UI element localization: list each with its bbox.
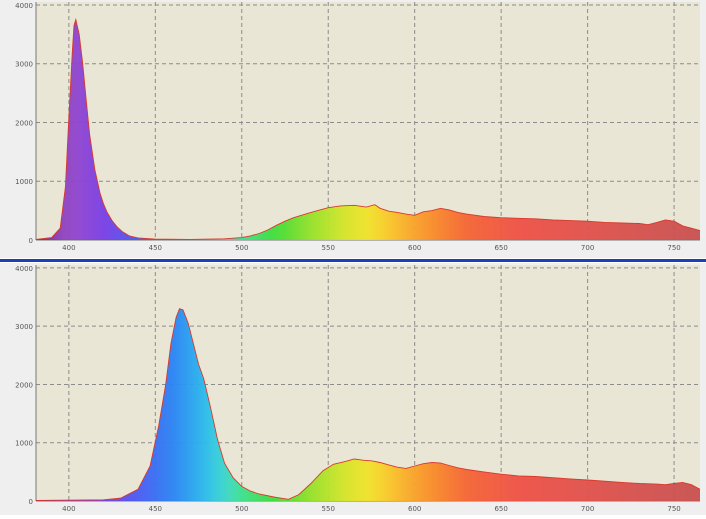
x-tick-label: 550 (322, 244, 335, 252)
y-tick-label: 3000 (15, 323, 33, 331)
x-tick-label: 700 (581, 505, 594, 513)
x-tick-label: 400 (62, 505, 75, 513)
x-tick-label: 700 (581, 244, 594, 252)
lower-spectrum-chart: 3504004505005506006507007500100020003000… (0, 263, 706, 515)
plot-area (36, 2, 700, 240)
y-tick-label: 2000 (15, 381, 33, 389)
y-tick-label: 1000 (15, 178, 33, 186)
x-tick-label: 600 (408, 244, 421, 252)
x-tick-label: 750 (667, 505, 680, 513)
spectrum-area (36, 308, 700, 501)
x-tick-label: 650 (494, 505, 507, 513)
y-tick-label: 0 (29, 237, 33, 245)
spectrum-outline (35, 17, 701, 240)
x-tick-label: 650 (494, 244, 507, 252)
y-tick-label: 2000 (15, 119, 33, 127)
y-tick-label: 4000 (15, 265, 33, 273)
x-tick-label: 500 (235, 244, 248, 252)
spectrum-outline (35, 308, 701, 501)
y-tick-label: 0 (29, 498, 33, 506)
x-tick-label: 550 (322, 505, 335, 513)
x-tick-label: 400 (62, 244, 75, 252)
upper-spectrum-chart: 3504004505005506006507007500100020003000… (0, 0, 706, 258)
y-tick-label: 1000 (15, 440, 33, 448)
x-tick-label: 450 (149, 505, 162, 513)
x-tick-label: 450 (149, 244, 162, 252)
spectrum-area (36, 19, 700, 240)
y-tick-label: 4000 (15, 2, 33, 10)
panel-separator (0, 259, 706, 262)
y-tick-label: 3000 (15, 61, 33, 69)
x-tick-label: 500 (235, 505, 248, 513)
x-tick-label: 600 (408, 505, 421, 513)
x-tick-label: 750 (667, 244, 680, 252)
